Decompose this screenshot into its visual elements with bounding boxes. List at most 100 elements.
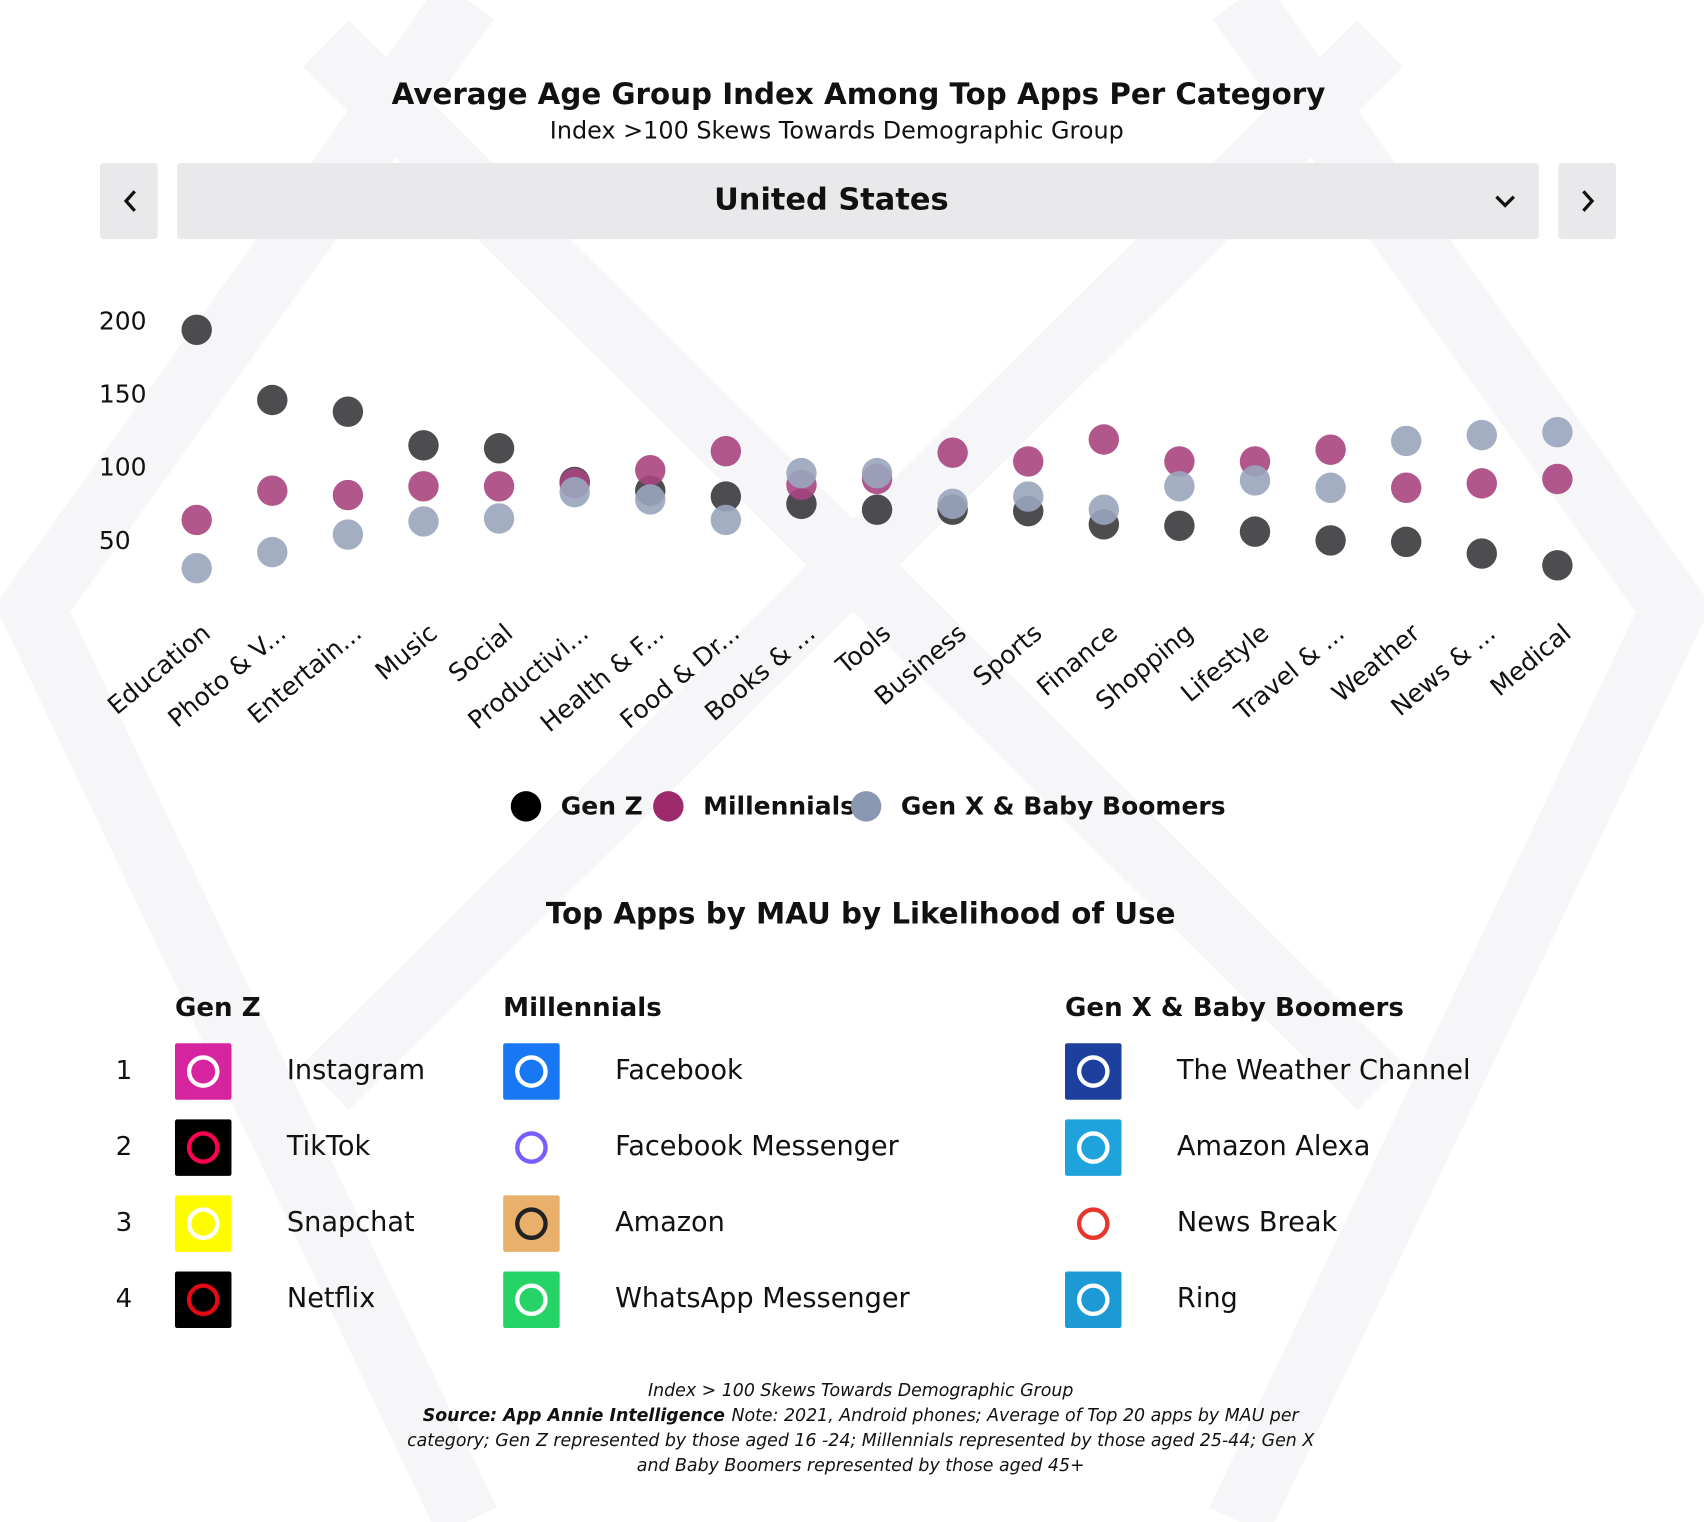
dot bbox=[408, 471, 439, 502]
legend-label: Gen X & Baby Boomers bbox=[901, 791, 1226, 820]
legend-swatch bbox=[653, 791, 684, 822]
dot bbox=[483, 471, 515, 502]
y-tick-label: 100 bbox=[99, 453, 147, 482]
app-icon bbox=[174, 1043, 232, 1100]
rank: 3 bbox=[116, 1208, 133, 1238]
legend-swatch bbox=[850, 791, 882, 822]
column-header: Gen Z bbox=[175, 993, 261, 1023]
dot bbox=[332, 396, 364, 427]
next-button-bg[interactable] bbox=[1558, 163, 1616, 240]
dot bbox=[181, 552, 212, 584]
dot bbox=[1390, 526, 1422, 558]
dot bbox=[1013, 481, 1044, 512]
dropdown-value[interactable]: United States bbox=[714, 183, 948, 218]
table-title: Top Apps by MAU by Likelihood of Use bbox=[546, 897, 1176, 931]
app-name: News Break bbox=[1177, 1207, 1338, 1238]
rank: 4 bbox=[116, 1284, 133, 1314]
app-icon bbox=[174, 1195, 232, 1252]
app-icon bbox=[1065, 1195, 1122, 1252]
dot bbox=[1164, 446, 1195, 477]
dot bbox=[559, 476, 590, 508]
dot bbox=[1390, 425, 1422, 457]
prev-button[interactable] bbox=[99, 163, 158, 240]
app-name: Instagram bbox=[287, 1055, 425, 1086]
chart-title: Average Age Group Index Among Top Apps P… bbox=[392, 77, 1326, 111]
app-icon-glyph bbox=[1076, 1131, 1110, 1164]
dot bbox=[1164, 510, 1195, 542]
dot bbox=[1542, 416, 1573, 448]
dot bbox=[1466, 538, 1497, 569]
footnote-source: Source: App Annie Intelligence bbox=[423, 1406, 725, 1426]
app-name: Ring bbox=[1177, 1283, 1238, 1314]
dot bbox=[1088, 494, 1120, 525]
app-name: The Weather Channel bbox=[1176, 1055, 1471, 1086]
app-icon-glyph bbox=[186, 1283, 220, 1317]
app-icon bbox=[503, 1043, 560, 1100]
footnote-note: and Baby Boomers represented by those ag… bbox=[637, 1456, 1085, 1476]
prev-button-bg[interactable] bbox=[99, 163, 158, 240]
dot bbox=[710, 504, 742, 536]
app-icon bbox=[503, 1119, 560, 1176]
dot bbox=[483, 433, 515, 464]
footnote-line: Index > 100 Skews Towards Demographic Gr… bbox=[648, 1381, 1073, 1401]
dot bbox=[332, 479, 364, 511]
app-icon bbox=[503, 1271, 560, 1329]
y-tick-label: 200 bbox=[99, 306, 147, 335]
app-row: Amazon Alexa bbox=[1065, 1119, 1370, 1176]
footnote-line: Source: App Annie Intelligence Note: 2021… bbox=[423, 1406, 1301, 1426]
app-icon-glyph bbox=[515, 1283, 548, 1317]
app-icon bbox=[1065, 1271, 1122, 1329]
app-row: TikTok bbox=[174, 1119, 371, 1176]
legend-label: Gen Z bbox=[561, 791, 643, 820]
app-row: WhatsApp Messenger bbox=[503, 1271, 911, 1329]
dot bbox=[861, 457, 893, 489]
app-row: Facebook Messenger bbox=[503, 1119, 900, 1176]
app-icon-glyph bbox=[515, 1207, 548, 1240]
rank: 1 bbox=[116, 1056, 133, 1086]
rank: 2 bbox=[116, 1132, 133, 1162]
app-name: WhatsApp Messenger bbox=[615, 1283, 910, 1314]
dot bbox=[332, 519, 364, 550]
app-row: Amazon bbox=[503, 1195, 725, 1252]
next-icon bbox=[1582, 190, 1595, 212]
dot bbox=[1164, 471, 1195, 502]
region-dropdown[interactable]: United States bbox=[177, 163, 1539, 240]
dot bbox=[181, 314, 212, 346]
dot bbox=[1013, 446, 1044, 477]
dot bbox=[408, 430, 439, 461]
x-tick-label: Medical bbox=[1485, 618, 1577, 702]
app-row: Facebook bbox=[503, 1043, 743, 1100]
app-icon-glyph bbox=[1076, 1283, 1110, 1317]
dot bbox=[181, 504, 212, 536]
dot bbox=[1239, 465, 1271, 496]
app-icon-glyph bbox=[186, 1055, 220, 1088]
dot bbox=[257, 536, 288, 568]
dot bbox=[1315, 525, 1346, 556]
dot bbox=[408, 506, 439, 537]
x-tick-label: Music bbox=[370, 618, 443, 686]
app-icon bbox=[174, 1271, 232, 1329]
dot bbox=[1542, 463, 1573, 495]
next-button[interactable] bbox=[1558, 163, 1616, 240]
app-icon-glyph bbox=[1076, 1207, 1110, 1240]
dropdown-bg[interactable] bbox=[177, 163, 1539, 240]
footnote-note: Note: 2021, Android phones; Average of T… bbox=[731, 1406, 1300, 1426]
prev-icon bbox=[123, 190, 136, 212]
legend-swatch bbox=[510, 791, 542, 822]
column-header: Gen X & Baby Boomers bbox=[1065, 993, 1404, 1023]
app-name: Amazon bbox=[615, 1207, 725, 1238]
dropdown-icon bbox=[1495, 195, 1515, 208]
app-name: Netflix bbox=[287, 1283, 375, 1314]
app-row: News Break bbox=[1065, 1195, 1337, 1252]
chart-subtitle: Index >100 Skews Towards Demographic Gro… bbox=[550, 117, 1124, 145]
app-row: Ring bbox=[1065, 1271, 1238, 1329]
app-icon bbox=[174, 1119, 232, 1176]
dot bbox=[710, 435, 742, 467]
dot bbox=[710, 481, 742, 512]
dot bbox=[1390, 472, 1422, 503]
dot bbox=[1542, 550, 1573, 581]
app-row: The Weather Channel bbox=[1065, 1043, 1471, 1100]
app-name: Snapchat bbox=[287, 1207, 415, 1238]
